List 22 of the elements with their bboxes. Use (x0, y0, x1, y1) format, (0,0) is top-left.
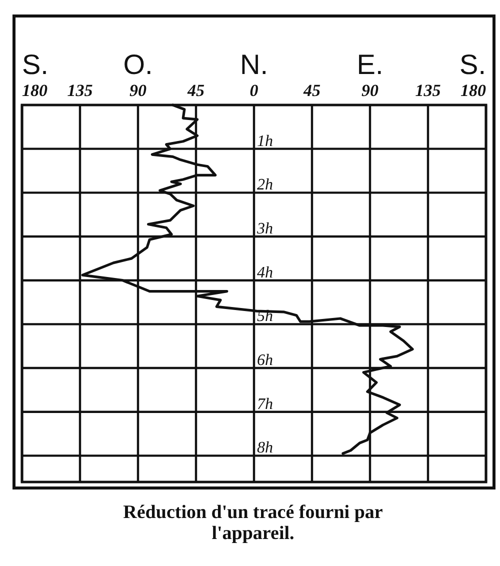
text: Réduction d'un tracé fourni par l'appareil. (122, 502, 384, 544)
x-tick-label: 135 (415, 81, 442, 100)
y-tick-label: 4h (257, 264, 273, 282)
x-tick-label: 180 (22, 81, 48, 100)
y-tick-label: 8h (257, 440, 273, 457)
x-tick-label: 90 (130, 81, 147, 100)
text: S. (22, 49, 48, 80)
y-tick-label: 1h (257, 132, 273, 150)
y-tick-label: 6h (257, 352, 273, 370)
text: S. (460, 49, 486, 80)
x-tick-label: 45 (186, 81, 205, 100)
x-tick-label: 90 (362, 81, 379, 100)
text: N. (240, 49, 268, 80)
x-tick-label: 180 (460, 81, 486, 100)
y-tick-label: 3h (256, 220, 273, 238)
y-tick-label: 2h (257, 176, 273, 194)
text: E. (356, 49, 384, 80)
y-tick-label: 7h (257, 396, 273, 413)
text: O. (123, 49, 153, 80)
x-tick-label: 135 (67, 81, 94, 100)
x-tick-label: 45 (302, 81, 321, 100)
x-tick-label: 0 (250, 81, 259, 100)
